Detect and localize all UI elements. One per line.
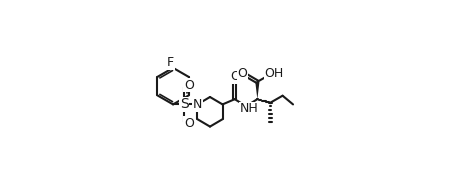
Text: OH: OH <box>264 67 284 80</box>
Text: O: O <box>184 117 194 130</box>
Text: O: O <box>237 68 248 80</box>
Text: N: N <box>193 98 202 111</box>
Text: O: O <box>184 79 194 92</box>
Polygon shape <box>255 82 260 99</box>
Text: NH: NH <box>239 102 258 115</box>
Text: F: F <box>167 56 174 69</box>
Text: O: O <box>230 70 240 83</box>
Text: S: S <box>180 97 189 111</box>
